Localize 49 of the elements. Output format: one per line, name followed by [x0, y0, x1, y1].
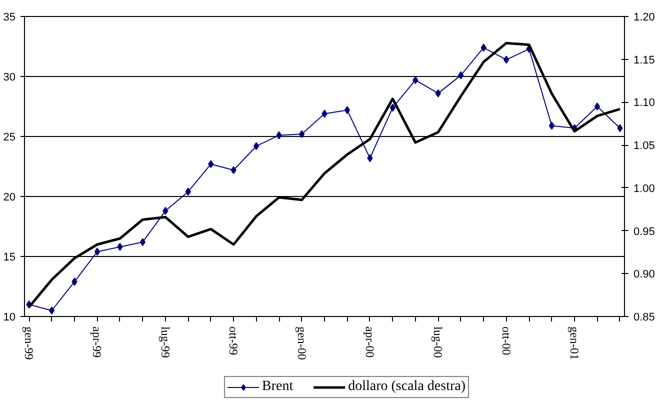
point	[617, 124, 623, 132]
y-tick-label: 15	[3, 252, 16, 264]
y2-tick-label: 0.85	[634, 312, 655, 324]
y2-tick-label: 1.15	[634, 54, 655, 66]
y-tick-label: 30	[3, 72, 16, 84]
y2-tick-label: 1.20	[634, 12, 655, 24]
point	[208, 160, 214, 168]
y2-tick-label: 1.10	[634, 97, 655, 110]
point	[322, 110, 328, 118]
point	[230, 166, 236, 174]
y2-tick-label: 0.95	[634, 226, 655, 238]
x-tick-label: apr-00	[362, 326, 377, 358]
y2-tick-label: 0.90	[634, 268, 655, 281]
x-tick-label: ott-99	[226, 326, 241, 356]
x-tick-label: gen-01	[568, 326, 582, 360]
point	[503, 56, 510, 64]
point	[344, 106, 350, 114]
point	[390, 104, 396, 112]
legend-label: dollaro (scala destra)	[348, 379, 466, 395]
x-tick-label: lug-99	[158, 326, 172, 358]
point	[458, 71, 464, 80]
x-tick-label: lug-00	[431, 326, 446, 358]
point	[185, 188, 191, 196]
point	[594, 102, 600, 110]
x-tick-label: apr-99	[90, 326, 104, 358]
point	[480, 44, 486, 52]
point	[548, 122, 555, 130]
point	[412, 76, 418, 84]
point	[140, 238, 146, 246]
point	[367, 154, 373, 162]
point	[298, 130, 305, 138]
y-tick-label: 10	[3, 312, 16, 324]
legend-label: Brent	[262, 379, 294, 395]
x-tick-label: ott-00	[499, 326, 514, 356]
x-tick-label: gen-99	[22, 326, 36, 360]
point	[253, 142, 260, 150]
y-tick-label: 35	[3, 12, 16, 24]
point	[435, 89, 441, 98]
point	[162, 206, 168, 215]
y2-tick-label: 1.00	[634, 182, 655, 195]
y2-tick-label: 1.05	[634, 140, 655, 152]
y-tick-label: 25	[3, 132, 16, 144]
y-tick-label: 20	[3, 192, 16, 204]
point	[48, 306, 55, 314]
point	[117, 242, 123, 251]
x-tick-label: gen-00	[294, 326, 309, 360]
point	[94, 248, 100, 256]
point	[72, 278, 78, 286]
point	[276, 131, 282, 140]
